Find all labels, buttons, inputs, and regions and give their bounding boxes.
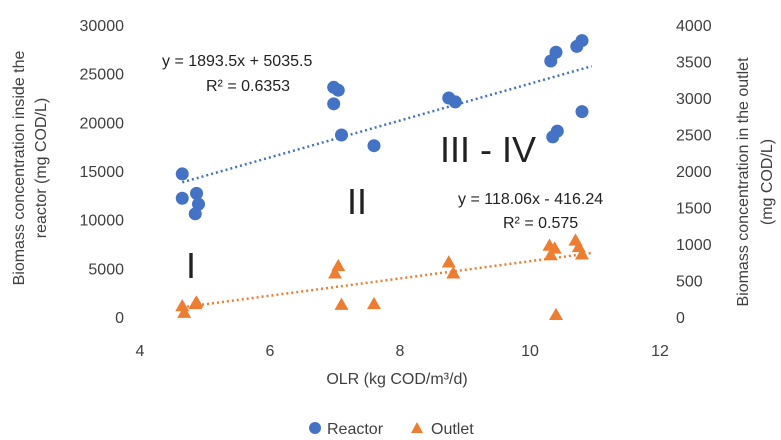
outlet-point xyxy=(175,299,190,312)
y2-tick-label: 4000 xyxy=(676,18,712,35)
legend: Reactor Outlet xyxy=(309,421,474,438)
outlet-point xyxy=(189,295,204,308)
y-tick-label: 15000 xyxy=(80,164,125,181)
outlet-point xyxy=(331,258,346,272)
outlet-point xyxy=(367,296,381,310)
data-points xyxy=(175,34,589,321)
reactor-point xyxy=(448,95,462,109)
outlet-point xyxy=(441,255,456,268)
y-tick-label: 20000 xyxy=(80,115,125,132)
y2-tick-label: 2000 xyxy=(676,164,712,181)
y-tick-label: 5000 xyxy=(88,261,124,278)
outlet-point xyxy=(547,241,562,254)
y2-tick-label: 2500 xyxy=(676,128,712,145)
reactor-point xyxy=(175,191,189,205)
outlet-point xyxy=(575,247,589,260)
x-tick-label: 4 xyxy=(136,343,145,360)
reactor-point xyxy=(190,186,204,200)
outlet-point xyxy=(177,305,192,318)
y-tick-label: 10000 xyxy=(80,213,125,230)
tick-labels: 4 6 8 10 12 0 5000 10000 15000 20000 25000 30000 0 50… xyxy=(80,18,712,360)
outlet-r-squared: R² = 0.575 xyxy=(503,215,578,232)
reactor-point xyxy=(575,34,589,48)
reactor-trendline xyxy=(181,64,593,184)
legend-reactor-label: Reactor xyxy=(327,421,384,438)
y-axis-title-line-1: Biomass concentration inside the xyxy=(11,51,28,286)
y2-tick-label: 3000 xyxy=(676,91,712,108)
y2-axis-title-line-1: Biomass concentration in the outlet xyxy=(735,57,752,307)
reactor-point xyxy=(550,124,564,138)
outlet-point xyxy=(549,307,563,321)
reactor-r-squared: R² = 0.6353 xyxy=(206,78,290,95)
x-tick-label: 10 xyxy=(521,343,539,360)
reactor-point xyxy=(188,207,202,221)
y-tick-label: 25000 xyxy=(80,67,125,84)
trendlines xyxy=(181,64,593,309)
outlet-point xyxy=(446,266,461,279)
x-tick-label: 6 xyxy=(266,343,275,360)
legend-outlet-marker xyxy=(411,422,423,433)
reactor-point xyxy=(575,105,589,119)
outlet-equation: y = 118.06x - 416.24 xyxy=(458,191,603,208)
y-tick-label: 0 xyxy=(115,310,124,327)
x-axis-title: OLR (kg COD/m³/d) xyxy=(326,371,467,388)
legend-outlet-label: Outlet xyxy=(431,421,474,438)
y2-tick-label: 1500 xyxy=(676,201,712,218)
y2-axis-title-line-2: (mg COD/L) xyxy=(759,139,776,225)
reactor-equation: y = 1893.5x + 5035.5 xyxy=(162,53,312,70)
legend-reactor-marker xyxy=(309,422,321,434)
reactor-point xyxy=(331,83,345,97)
x-tick-label: 8 xyxy=(396,343,405,360)
x-tick-label: 12 xyxy=(651,343,669,360)
outlet-point xyxy=(328,266,342,279)
y2-tick-label: 1000 xyxy=(676,237,712,254)
y2-tick-label: 0 xyxy=(676,310,685,327)
y2-tick-label: 3500 xyxy=(676,55,712,72)
outlet-point xyxy=(543,247,558,261)
reactor-point xyxy=(335,128,348,142)
outlet-point xyxy=(334,297,349,310)
region-label-iii-iv: III - IV xyxy=(440,129,536,170)
reactor-point xyxy=(175,167,189,181)
outlet-trendline xyxy=(182,251,592,309)
y2-tick-label: 500 xyxy=(676,274,703,291)
y-tick-label: 30000 xyxy=(80,18,125,35)
region-label-i: I xyxy=(186,245,196,286)
reactor-point xyxy=(549,45,563,59)
reactor-point xyxy=(367,139,381,153)
region-label-ii: II xyxy=(347,181,367,222)
reactor-point xyxy=(327,97,341,111)
y-axis-title-line-2: reactor (mg COD/L) xyxy=(33,98,50,238)
